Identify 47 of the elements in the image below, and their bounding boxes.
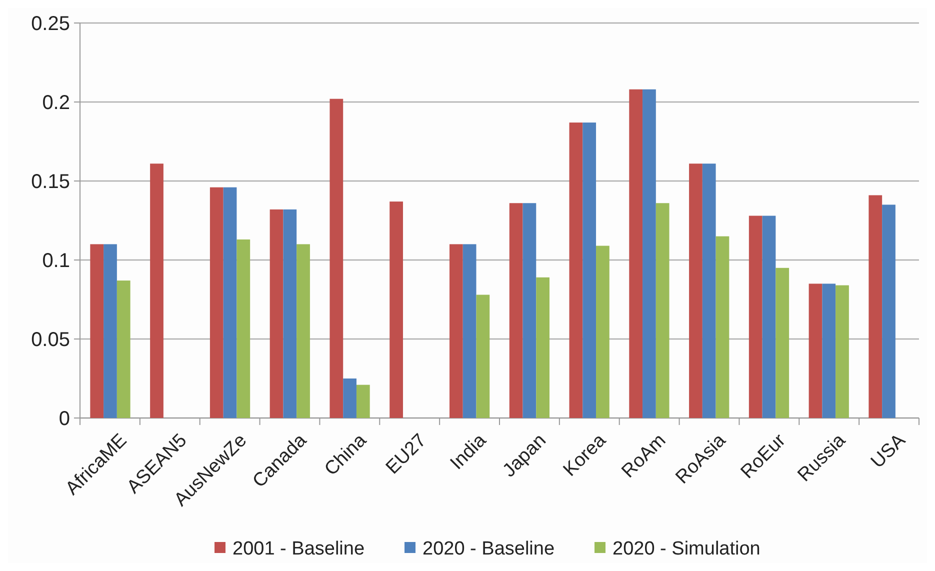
bar — [104, 244, 117, 418]
bar — [116, 280, 130, 418]
bar — [343, 378, 356, 418]
bar — [702, 164, 716, 418]
bar — [656, 203, 670, 418]
legend-label: 2020 - Simulation — [612, 538, 760, 560]
bar — [330, 98, 344, 418]
bar — [836, 285, 849, 418]
x-tick-label: USA — [867, 430, 910, 473]
bar — [296, 244, 310, 418]
y-tick-label: 0.15 — [31, 171, 70, 193]
bar — [748, 216, 762, 418]
bar — [356, 384, 370, 418]
bar — [629, 89, 643, 418]
y-tick-label: 0 — [58, 408, 70, 430]
bar — [689, 164, 702, 418]
bar — [716, 236, 730, 418]
bar — [236, 239, 250, 418]
y-tick-label: 0.1 — [42, 250, 70, 272]
bar — [868, 195, 882, 418]
bar — [150, 164, 164, 418]
bar — [462, 244, 476, 418]
y-tick-label: 0.2 — [42, 92, 70, 114]
y-tick-label: 0.25 — [31, 13, 70, 35]
bar — [476, 294, 490, 418]
bar — [223, 187, 237, 418]
bar — [509, 203, 523, 418]
bar — [762, 216, 776, 418]
bar — [283, 209, 297, 418]
bar — [210, 187, 224, 418]
bar — [90, 244, 104, 418]
bar — [390, 202, 403, 418]
legend-label: 2020 - Baseline — [422, 538, 555, 560]
bar — [449, 244, 463, 418]
bar — [776, 268, 790, 418]
bar — [808, 284, 822, 418]
bar — [536, 277, 550, 418]
bar — [582, 122, 596, 418]
bar — [642, 89, 656, 418]
bar — [522, 203, 536, 418]
bar — [596, 246, 610, 418]
legend-label: 2001 - Baseline — [232, 538, 365, 560]
bar — [822, 284, 836, 418]
bar — [569, 122, 583, 418]
y-tick-label: 0.05 — [31, 329, 70, 351]
bar — [882, 204, 896, 418]
bar — [270, 209, 284, 418]
